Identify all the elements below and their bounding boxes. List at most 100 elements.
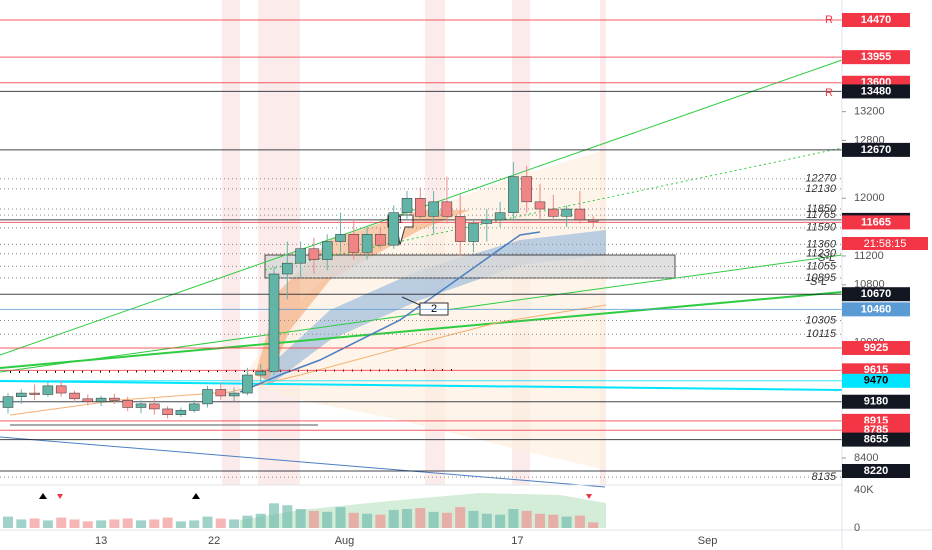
candle-body (135, 403, 147, 408)
volume-bar (295, 509, 306, 528)
volume-bar (42, 520, 53, 528)
volume-bar (574, 515, 585, 528)
x-tick-label: 17 (511, 535, 523, 547)
candle-body (441, 201, 453, 217)
candle-body (494, 212, 506, 221)
volume-bar (96, 520, 107, 528)
volume-bar (149, 519, 160, 528)
volume-bar (455, 507, 466, 528)
candle-body (521, 176, 532, 203)
volume-bar (441, 512, 452, 528)
volume-bar (202, 516, 213, 528)
candle-body (55, 385, 67, 394)
x-tick-label: 13 (95, 535, 107, 547)
volume-bar (362, 513, 373, 528)
volume-bar (29, 518, 40, 528)
candle-body (348, 234, 360, 253)
candle-body (415, 197, 426, 217)
level-label: 12130 (805, 183, 836, 195)
level-value: 8655 (864, 434, 888, 446)
volume-bar (375, 514, 386, 528)
candle-body (202, 389, 213, 405)
volume-tick-label: 0 (854, 522, 860, 534)
level-label: 11765 (806, 209, 837, 221)
candle-body (109, 397, 120, 401)
level-box (842, 340, 910, 355)
volume-bar (82, 521, 93, 528)
level-label: 11055 (806, 260, 837, 272)
level-value: 10460 (861, 303, 892, 315)
level-label: 11230 (806, 248, 837, 260)
candle-body (188, 403, 200, 411)
volume-bar (335, 507, 346, 528)
level-box (842, 84, 910, 99)
volume-bar (402, 509, 412, 528)
candle-body (481, 219, 493, 224)
volume-bar (495, 514, 506, 528)
trend-lines (0, 59, 843, 488)
candle-body (175, 410, 187, 415)
level-value: 10670 (861, 288, 892, 300)
y-tick-label: 12000 (854, 192, 885, 204)
candle-body (468, 223, 479, 242)
level-value: 8220 (864, 465, 888, 477)
stop-label: S-L (810, 276, 827, 288)
candle-body (69, 392, 80, 400)
level-box (842, 215, 910, 230)
candle-body (282, 262, 293, 275)
candle-body (321, 241, 333, 260)
volume-bar (588, 522, 599, 528)
volume-bar (3, 516, 13, 528)
volume-bar (481, 513, 492, 528)
candle-body (454, 216, 466, 242)
level-value: 9470 (864, 375, 888, 387)
candle-body (587, 219, 599, 222)
candle-body (335, 234, 346, 242)
level-label: 11850 (806, 203, 837, 215)
countdown-box (842, 237, 928, 250)
level-box (842, 394, 910, 409)
volume-bar (69, 519, 80, 528)
level-value: 13480 (861, 85, 892, 97)
candle-body (561, 208, 572, 217)
level-box (842, 50, 910, 65)
volume-bar (269, 503, 279, 528)
level-label: 11360 (806, 238, 837, 250)
candle-body (401, 197, 413, 213)
volume-bar (189, 520, 200, 528)
volume-bar (109, 519, 120, 528)
candle-body (122, 400, 133, 408)
volume-bar (348, 512, 359, 528)
level-box (842, 373, 910, 388)
volume-bar (521, 510, 532, 528)
volume-bar (56, 517, 67, 528)
level-box (842, 12, 910, 27)
candle-body (162, 408, 173, 415)
volume-bar (535, 513, 545, 528)
level-box (842, 302, 910, 317)
volume-tick-label: 40K (854, 484, 874, 496)
level-box (842, 287, 910, 302)
x-tick-label: 22 (208, 535, 220, 547)
level-label: 12270 (805, 173, 836, 185)
volume-bar (388, 509, 399, 528)
volume-bar (136, 520, 146, 528)
level-label: 8135 (812, 471, 837, 483)
candle-body (29, 392, 40, 395)
y-tick-label: 11200 (854, 250, 884, 262)
volume-bar (122, 518, 133, 528)
candle-body (508, 176, 519, 213)
candle-body (308, 248, 320, 260)
blue-band (260, 230, 606, 385)
volume-bar (282, 505, 293, 528)
candle-body (149, 403, 160, 410)
candle-body (2, 396, 14, 408)
level-label: 10895 (805, 272, 836, 284)
volume-bar (561, 516, 572, 528)
candle-body (295, 248, 306, 264)
stop-label: S-L (818, 252, 835, 264)
candle-body (42, 385, 54, 395)
level-label: 11590 (806, 222, 837, 234)
volume-bar (229, 519, 240, 528)
